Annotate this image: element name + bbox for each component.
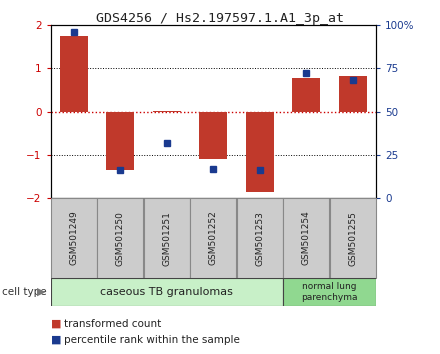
Bar [153, 111, 181, 112]
Text: GSM501255: GSM501255 [348, 211, 357, 266]
Bar [330, 198, 376, 278]
Bar [199, 112, 227, 159]
Text: ▶: ▶ [37, 287, 45, 297]
Text: GSM501254: GSM501254 [302, 211, 311, 266]
Text: GSM501250: GSM501250 [116, 211, 125, 266]
Bar [283, 198, 330, 278]
Text: GSM501251: GSM501251 [162, 211, 172, 266]
Bar [237, 198, 283, 278]
Bar [246, 112, 274, 192]
Text: normal lung
parenchyma: normal lung parenchyma [301, 282, 358, 302]
Bar [97, 198, 143, 278]
Bar [51, 198, 97, 278]
Bar [51, 278, 283, 306]
Text: GSM501252: GSM501252 [209, 211, 218, 266]
Text: transformed count: transformed count [64, 319, 161, 329]
Text: percentile rank within the sample: percentile rank within the sample [64, 335, 240, 345]
Text: ■: ■ [51, 335, 61, 345]
Text: cell type: cell type [2, 287, 47, 297]
Text: GDS4256 / Hs2.197597.1.A1_3p_at: GDS4256 / Hs2.197597.1.A1_3p_at [96, 12, 344, 25]
Bar [293, 78, 320, 112]
Text: ■: ■ [51, 319, 61, 329]
Text: GSM501253: GSM501253 [255, 211, 264, 266]
Bar [191, 198, 236, 278]
Text: GSM501249: GSM501249 [70, 211, 78, 266]
Bar [339, 76, 367, 112]
Bar [106, 112, 134, 170]
Bar [283, 278, 376, 306]
Bar [60, 36, 88, 112]
Bar [144, 198, 190, 278]
Text: caseous TB granulomas: caseous TB granulomas [100, 287, 233, 297]
